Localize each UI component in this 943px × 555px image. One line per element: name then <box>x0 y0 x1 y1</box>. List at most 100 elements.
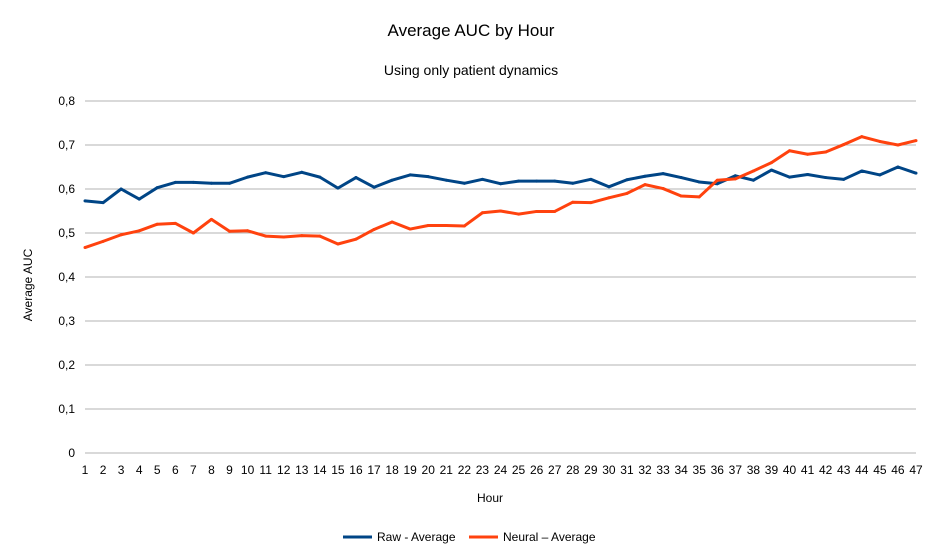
data-point-raw-average <box>246 175 250 179</box>
x-tick-label: 24 <box>494 463 508 477</box>
data-point-neural-average <box>607 196 611 200</box>
x-tick-label: 35 <box>693 463 707 477</box>
data-point-neural-average <box>480 211 484 215</box>
x-tick-label: 6 <box>172 463 179 477</box>
x-tick-labels: 1 2 3 4 5 6 7 8 9 10 11 12 13 14 15 16 17 18 19 20 21 22 23 24 2… <box>82 463 923 477</box>
y-tick-label: 0 <box>68 446 75 460</box>
x-tick-label: 11 <box>259 463 272 477</box>
data-point-raw-average <box>480 177 484 181</box>
y-tick-label: 0,3 <box>58 314 75 328</box>
y-tick-label: 0,5 <box>58 226 75 240</box>
data-point-raw-average <box>499 182 502 186</box>
data-point-raw-average <box>372 185 376 189</box>
data-point-raw-average <box>824 176 828 180</box>
data-point-raw-average <box>842 177 846 181</box>
data-point-raw-average <box>806 172 810 176</box>
x-axis-label: Hour <box>477 491 503 505</box>
data-point-neural-average <box>842 143 846 147</box>
data-point-neural-average <box>300 234 304 238</box>
data-point-neural-average <box>372 227 376 231</box>
data-point-neural-average <box>535 209 539 213</box>
data-point-neural-average <box>246 229 250 233</box>
x-tick-label: 17 <box>367 463 381 477</box>
data-point-raw-average <box>300 170 304 174</box>
legend: Raw - Average Neural – Average <box>343 530 596 544</box>
data-point-raw-average <box>914 171 918 175</box>
x-tick-label: 33 <box>656 463 670 477</box>
gridlines <box>85 100 916 454</box>
data-point-raw-average <box>643 174 647 178</box>
data-point-raw-average <box>769 168 773 172</box>
data-point-raw-average <box>878 173 882 177</box>
x-tick-label: 23 <box>476 463 490 477</box>
data-point-raw-average <box>209 181 213 185</box>
data-point-raw-average <box>679 176 683 180</box>
x-tick-label: 8 <box>208 463 215 477</box>
data-point-raw-average <box>318 175 322 179</box>
data-point-neural-average <box>553 209 557 213</box>
data-point-raw-average <box>535 179 539 183</box>
x-tick-label: 37 <box>729 463 743 477</box>
data-point-neural-average <box>697 195 701 199</box>
data-point-raw-average <box>661 172 665 176</box>
x-tick-label: 3 <box>118 463 125 477</box>
x-tick-label: 38 <box>747 463 761 477</box>
data-point-neural-average <box>769 161 773 165</box>
data-point-neural-average <box>426 224 430 228</box>
series-lines <box>83 135 918 250</box>
data-point-neural-average <box>625 191 629 195</box>
data-point-neural-average <box>191 231 195 235</box>
data-point-raw-average <box>625 178 629 182</box>
y-tick-label: 0,7 <box>58 138 75 152</box>
data-point-neural-average <box>318 234 322 238</box>
x-tick-label: 31 <box>620 463 634 477</box>
data-point-raw-average <box>860 169 864 173</box>
y-axis-label: Average AUC <box>21 248 35 321</box>
y-tick-label: 0,8 <box>58 94 75 108</box>
x-tick-label: 39 <box>765 463 779 477</box>
data-point-neural-average <box>137 229 141 233</box>
x-tick-label: 13 <box>295 463 309 477</box>
data-point-neural-average <box>209 217 213 221</box>
x-tick-label: 15 <box>331 463 345 477</box>
data-point-raw-average <box>788 175 792 179</box>
data-point-neural-average <box>878 139 882 143</box>
data-point-raw-average <box>607 185 611 189</box>
data-point-neural-average <box>661 187 665 191</box>
x-tick-label: 44 <box>855 463 869 477</box>
data-point-raw-average <box>264 171 268 175</box>
data-point-neural-average <box>733 177 737 181</box>
x-tick-label: 47 <box>909 463 923 477</box>
data-point-raw-average <box>354 176 358 180</box>
data-point-neural-average <box>101 239 105 243</box>
x-tick-label: 19 <box>403 463 417 477</box>
data-point-raw-average <box>155 186 159 190</box>
y-tick-label: 0,2 <box>58 358 75 372</box>
y-tick-label: 0,4 <box>58 270 75 284</box>
data-point-raw-average <box>517 179 521 183</box>
data-point-neural-average <box>282 235 286 239</box>
y-tick-label: 0,6 <box>58 182 75 196</box>
x-tick-label: 28 <box>566 463 580 477</box>
data-point-neural-average <box>173 221 177 225</box>
data-point-raw-average <box>715 182 719 186</box>
x-tick-label: 41 <box>801 463 815 477</box>
x-tick-label: 32 <box>638 463 652 477</box>
data-point-neural-average <box>679 194 683 198</box>
legend-label-neural-average: Neural – Average <box>503 530 596 544</box>
data-point-raw-average <box>119 187 123 191</box>
data-point-neural-average <box>462 224 466 228</box>
data-point-neural-average <box>119 233 123 237</box>
x-tick-label: 7 <box>190 463 197 477</box>
data-point-neural-average <box>751 169 755 173</box>
x-tick-label: 29 <box>584 463 598 477</box>
legend-label-raw-average: Raw - Average <box>377 530 456 544</box>
x-tick-label: 10 <box>241 463 255 477</box>
data-point-neural-average <box>715 178 719 182</box>
data-point-neural-average <box>390 220 394 224</box>
data-point-neural-average <box>571 200 575 204</box>
data-point-neural-average <box>896 143 900 147</box>
data-point-raw-average <box>228 181 232 185</box>
